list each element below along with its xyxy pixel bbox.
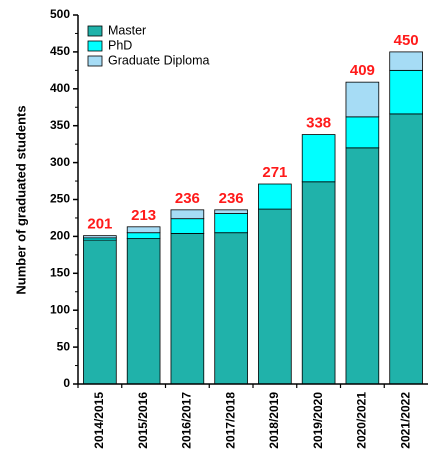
bar-segment: [126, 226, 161, 234]
total-label: 271: [262, 164, 287, 181]
total-label: 409: [350, 62, 375, 79]
y-tick-label: 200: [50, 229, 70, 243]
bar-segment: [345, 147, 380, 385]
y-axis-title: Number of graduated students: [13, 105, 28, 294]
bar-segment: [345, 116, 380, 149]
y-tick-label: 150: [50, 265, 70, 279]
x-tick-label: 2019/2020: [311, 392, 325, 449]
bar-segment: [170, 233, 205, 385]
legend-swatch: [87, 55, 103, 67]
bar-segment: [258, 208, 292, 385]
legend-swatch: [87, 40, 103, 52]
bar-segment: [389, 69, 423, 115]
x-tick-label: 2015/2016: [136, 392, 150, 449]
bar-segment: [258, 183, 292, 210]
y-tick-label: 100: [50, 302, 70, 316]
bar-segment: [170, 209, 205, 220]
legend-swatch: [87, 25, 103, 37]
x-tick-label: 2018/2019: [267, 392, 281, 449]
bar-segment: [214, 209, 248, 214]
bar-segment: [170, 218, 205, 234]
bar-segment: [214, 213, 248, 234]
total-label: 338: [306, 115, 331, 132]
x-tick-label: 2021/2022: [398, 392, 412, 449]
x-tick-label: 2014/2015: [92, 392, 106, 449]
bar-segment: [126, 238, 161, 385]
x-tick-label: 2020/2021: [355, 392, 369, 449]
bar-segment: [389, 51, 423, 71]
bar-segment: [389, 113, 423, 385]
y-tick-label: 50: [57, 339, 71, 353]
bar-segment: [345, 81, 380, 118]
y-tick-label: 250: [50, 192, 70, 206]
bar-segment: [83, 235, 117, 239]
bar-segment: [83, 239, 117, 385]
y-tick-label: 400: [50, 81, 70, 95]
y-tick-label: 300: [50, 155, 70, 169]
total-label: 236: [219, 190, 244, 207]
total-label: 450: [394, 32, 419, 49]
legend-label: Graduate Diploma: [108, 53, 209, 67]
y-tick-label: 0: [63, 376, 70, 390]
x-tick-label: 2017/2018: [223, 392, 237, 449]
bar-segment: [214, 232, 248, 385]
legend-label: Master: [108, 23, 146, 37]
y-tick-label: 500: [50, 7, 70, 21]
legend-label: PhD: [108, 38, 132, 52]
bar-segment: [301, 181, 336, 385]
y-tick-label: 350: [50, 118, 70, 132]
y-tick-label: 450: [50, 44, 70, 58]
bar-segment: [301, 134, 336, 183]
x-tick-label: 2016/2017: [180, 392, 194, 449]
bar-segment: [126, 232, 161, 240]
total-label: 236: [175, 190, 200, 207]
total-label: 201: [87, 216, 112, 233]
total-label: 213: [131, 207, 156, 224]
